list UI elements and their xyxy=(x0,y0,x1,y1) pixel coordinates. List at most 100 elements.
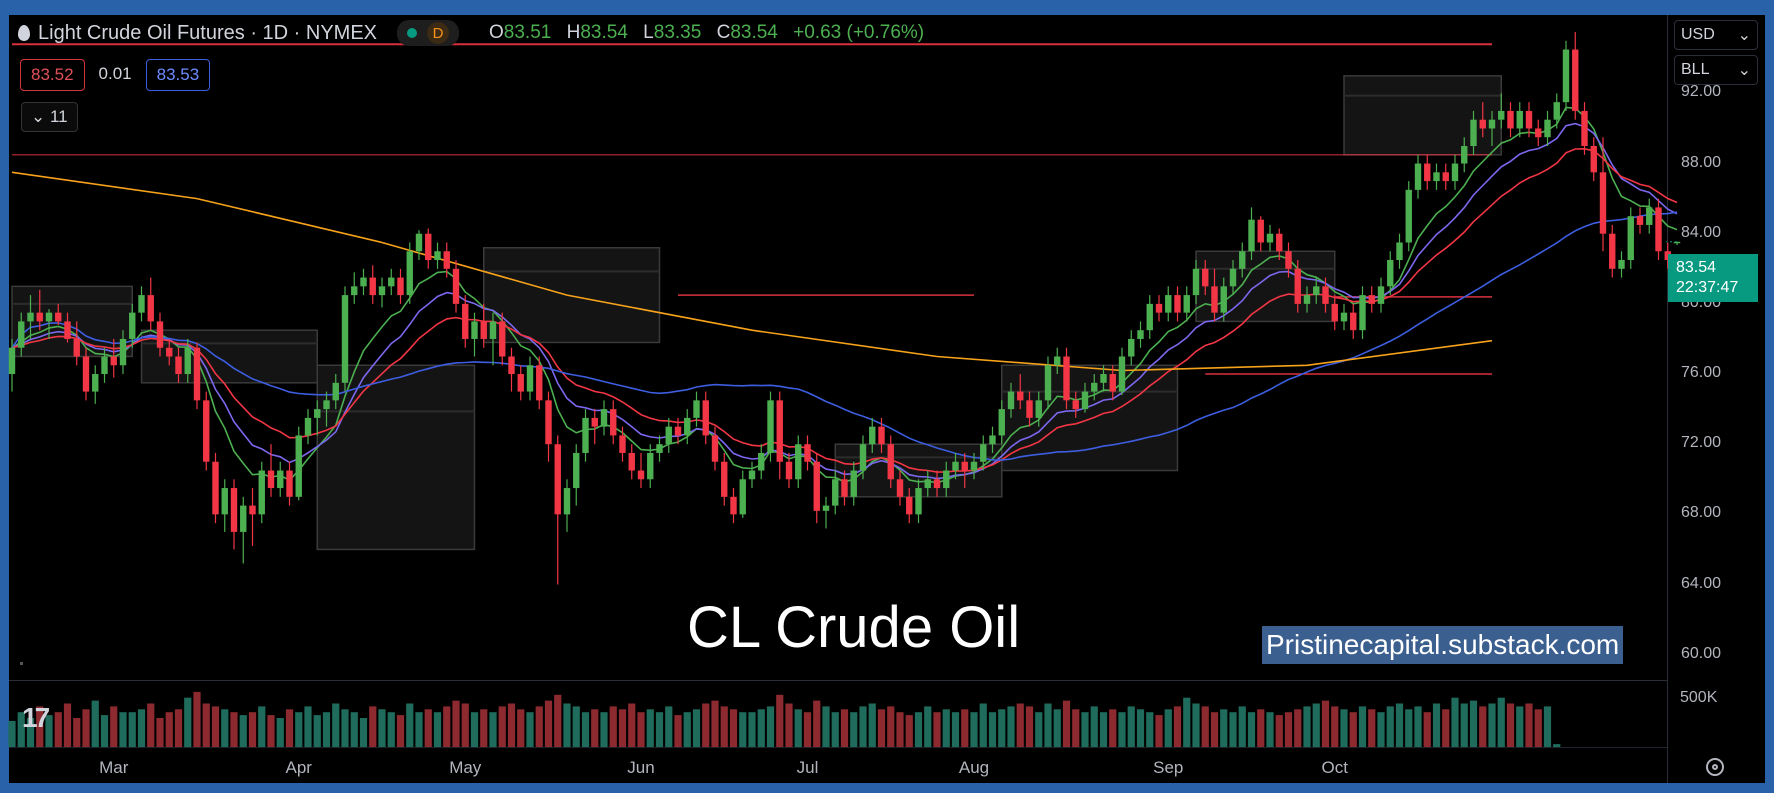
price-tick-label: 92.00 xyxy=(1681,83,1722,101)
candle-body xyxy=(73,338,80,357)
volume-bar xyxy=(1062,700,1071,747)
volume-bar xyxy=(91,700,99,747)
volume-bar xyxy=(1525,703,1533,747)
volume-bar xyxy=(507,703,516,747)
candle-body xyxy=(156,321,164,348)
month-tick-label: Mar xyxy=(99,758,129,777)
candle-body xyxy=(1137,330,1144,339)
volume-bar xyxy=(313,715,321,747)
volume-bar xyxy=(1488,703,1496,747)
tradingview-logo-icon[interactable]: 17 xyxy=(22,702,50,733)
volume-bar xyxy=(517,709,525,747)
candle-body xyxy=(1313,286,1320,296)
volume-bar xyxy=(757,709,765,747)
candle-body xyxy=(1535,128,1542,138)
month-tick-label: Jul xyxy=(796,758,819,777)
volume-bar xyxy=(748,712,756,747)
currency-select[interactable]: USD ⌄ xyxy=(1674,20,1758,50)
candle-body xyxy=(1488,119,1496,129)
volume-bar xyxy=(396,715,405,747)
volume-bar xyxy=(1543,706,1552,747)
candle-body xyxy=(785,461,793,480)
candle-body xyxy=(1017,391,1024,401)
volume-bar xyxy=(646,709,654,747)
settings-icon[interactable] xyxy=(1706,758,1724,776)
indicators-toggle-button[interactable]: ⌄ 11 xyxy=(21,102,78,132)
candle-body xyxy=(1165,295,1172,313)
month-tick-label: May xyxy=(449,758,482,777)
candle-body xyxy=(166,347,173,357)
candle-body xyxy=(1331,303,1338,322)
last-price-value: 83.54 xyxy=(1676,259,1717,276)
candle-body xyxy=(545,400,552,445)
candle-body xyxy=(610,409,617,436)
volume-bar xyxy=(1035,712,1043,747)
candle-body xyxy=(906,496,913,515)
candle-body xyxy=(1239,251,1246,269)
volume-bar xyxy=(443,706,451,747)
time-axis-divider xyxy=(9,747,1667,748)
last-price-label: 83.54 22:37:47 xyxy=(1668,254,1758,302)
candle-body xyxy=(647,452,654,480)
candle-body xyxy=(748,470,756,480)
candle-body xyxy=(82,356,90,392)
candle-body xyxy=(869,426,876,445)
volume-bar xyxy=(905,715,913,747)
ask-price-button[interactable]: 83.53 xyxy=(145,59,211,91)
unit-select[interactable]: BLL ⌄ xyxy=(1674,55,1758,85)
candle-body xyxy=(1646,207,1653,225)
month-tick-label: Jun xyxy=(627,758,655,777)
candle-body xyxy=(1387,260,1394,287)
volume-bar xyxy=(1377,712,1385,747)
price-axis-pane[interactable] xyxy=(1667,15,1765,783)
volume-bar xyxy=(1275,715,1283,747)
candle-body xyxy=(591,417,598,427)
volume-bar xyxy=(128,712,136,747)
candle-body xyxy=(434,251,441,261)
candle-body xyxy=(277,470,284,489)
chevron-down-icon: ⌄ xyxy=(31,107,46,126)
candle-body xyxy=(341,295,349,383)
month-tick-label: Sep xyxy=(1153,758,1184,777)
candle-body xyxy=(18,321,25,348)
price-tick-label: 60.00 xyxy=(1681,644,1722,662)
range-zone xyxy=(316,364,476,551)
symbol-title[interactable]: Light Crude Oil Futures · 1D · NYMEX xyxy=(38,21,377,44)
volume-bar xyxy=(618,709,627,747)
candle-body xyxy=(841,479,848,497)
price-tick-label: 84.00 xyxy=(1681,223,1722,241)
candle-body xyxy=(1479,119,1486,129)
bid-ask-panel: 83.52 0.01 83.53 xyxy=(20,59,211,91)
volume-bar xyxy=(1192,703,1200,747)
volume-bar xyxy=(581,712,590,747)
bid-price-button[interactable]: 83.52 xyxy=(20,59,85,91)
volume-pane-divider[interactable] xyxy=(9,680,1667,681)
volume-bar xyxy=(1109,709,1117,747)
volume-bar xyxy=(1442,709,1450,747)
candle-body xyxy=(1285,251,1292,269)
candle-body xyxy=(323,400,330,410)
volume-bar xyxy=(988,712,997,747)
volume-bar xyxy=(822,706,830,747)
candle-body xyxy=(1581,110,1588,147)
candle-body xyxy=(452,268,460,304)
volume-bar xyxy=(628,703,636,747)
candle-body xyxy=(1007,391,1015,410)
volume-bar xyxy=(276,718,284,747)
candle-body xyxy=(286,470,293,497)
volume-bar xyxy=(1044,703,1052,747)
candle-body xyxy=(1562,49,1570,103)
candle-body xyxy=(1303,295,1311,304)
volume-bar xyxy=(1118,712,1126,747)
volume-bar xyxy=(1164,709,1172,747)
volume-bar xyxy=(1432,703,1441,747)
candle-body xyxy=(1470,119,1477,147)
candle-body xyxy=(1054,356,1061,366)
volume-bar xyxy=(970,712,978,747)
candle-body xyxy=(970,461,978,471)
volume-bar xyxy=(73,718,81,747)
market-status-pill[interactable]: D xyxy=(397,20,459,46)
volume-bar xyxy=(674,715,682,747)
candle-body xyxy=(693,400,700,418)
